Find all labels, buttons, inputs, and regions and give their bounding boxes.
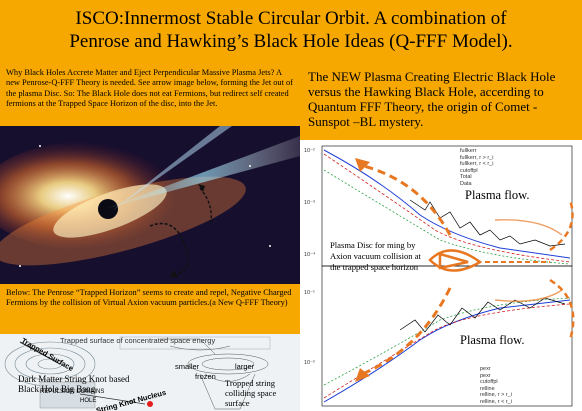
intro-text-box: Why Black Holes Accrete Matter and Eject…: [0, 64, 300, 126]
lower-curve-red: [323, 303, 571, 399]
intro-text: Why Black Holes Accrete Matter and Eject…: [6, 68, 294, 108]
upper-legend-item: fullkerr, r < r_i: [460, 161, 494, 167]
upper-legend-item: Total: [460, 174, 472, 180]
electric-black-hole-text: The NEW Plasma Creating Electric Black H…: [308, 69, 556, 129]
title-line-2: Penrose and Hawking’s Black Hole Ideas (…: [69, 31, 513, 52]
label-larger: larger: [235, 362, 255, 371]
electric-black-hole-text-box: The NEW Plasma Creating Electric Black H…: [300, 64, 582, 140]
arrow-upper-right: [549, 199, 574, 252]
lower-legend-item: relline: [480, 385, 495, 392]
spectrum-plot-svg: [321, 145, 575, 407]
title-line-1: ISCO:Innermost Stable Circular Orbit. A …: [75, 8, 507, 29]
label-smaller: smaller: [175, 362, 200, 371]
upper-legend: fullkerr fullkerr, r > r_i fullkerr, r <…: [460, 148, 493, 187]
arrow-lower-right: [549, 278, 575, 341]
lower-legend-item: pexr: [480, 366, 491, 372]
upper-ytick: 10⁻²: [304, 148, 315, 154]
lower-ytick: 10⁻²: [304, 360, 315, 366]
lower-legend-item: pexr: [480, 372, 491, 379]
upper-legend-item: cutoffpl: [460, 167, 478, 174]
label-hole: HOLE: [80, 398, 97, 404]
lower-ytick: 10⁻¹: [304, 290, 315, 296]
trapped-horizon-text-box: Below: The Penrose “Trapped Horizon” see…: [0, 284, 300, 334]
label-repulsion: REPULSION DOMAINS: [40, 389, 105, 395]
lower-legend-item: cutoffpl: [480, 379, 498, 385]
arrow-upper-left: [359, 163, 452, 236]
lower-legend-item: relline, r > r_i: [480, 392, 512, 398]
plasma-disc-shape: [428, 249, 483, 272]
lower-legend-item: relline, r < r_i: [480, 398, 512, 405]
right-column: The NEW Plasma Creating Electric Black H…: [300, 64, 582, 411]
trapped-horizon-diagram: Trapped surface of concentrated space en…: [0, 334, 300, 411]
upper-ytick: 10⁻³: [304, 200, 315, 206]
label-trapped-surface: Trapped surface of concentrated space en…: [60, 336, 216, 345]
arrow-lower-left: [359, 287, 452, 377]
trapped-horizon-svg: [0, 334, 300, 411]
upper-legend-item: fullkerr: [460, 148, 477, 154]
page-title: ISCO:Innermost Stable Circular Orbit. A …: [0, 0, 582, 64]
black-hole-jet-svg: [0, 126, 300, 284]
upper-ytick: 10⁻⁴: [304, 252, 316, 258]
upper-curve-blue: [323, 149, 571, 259]
label-frozen: frozen: [195, 372, 216, 381]
spectrum-plot-panel: fullkerr fullkerr, r > r_i fullkerr, r <…: [300, 140, 582, 411]
left-column: Why Black Holes Accrete Matter and Eject…: [0, 64, 300, 411]
upper-legend-item: fullkerr, r > r_i: [460, 154, 494, 161]
label-colliding: Tropped string colliding space surface: [225, 378, 277, 408]
plasma-disc-label: Plasma Disc for ming by Axion vacuum col…: [330, 240, 421, 272]
lower-curve-green: [323, 297, 571, 386]
plasma-flow-top-label: Plasma flow.: [465, 188, 530, 202]
upper-data-noise: [409, 199, 566, 247]
black-hole-jet-illustration: [0, 126, 300, 284]
label-dark-matter: Dark Matter String Knot based Black Hole…: [18, 374, 130, 394]
trapped-horizon-text: Below: The Penrose “Trapped Horizon” see…: [6, 288, 292, 308]
lower-curve-blue: [323, 299, 571, 403]
lower-legend: pexr pexr cutoffpl relline relline, r > …: [480, 366, 512, 405]
upper-curve-green: [323, 169, 571, 265]
plasma-flow-bottom-label: Plasma flow.: [460, 333, 525, 347]
lower-plot-frame: [321, 265, 573, 407]
lower-data-noise: [399, 297, 566, 333]
upper-legend-item: Data: [460, 180, 472, 187]
